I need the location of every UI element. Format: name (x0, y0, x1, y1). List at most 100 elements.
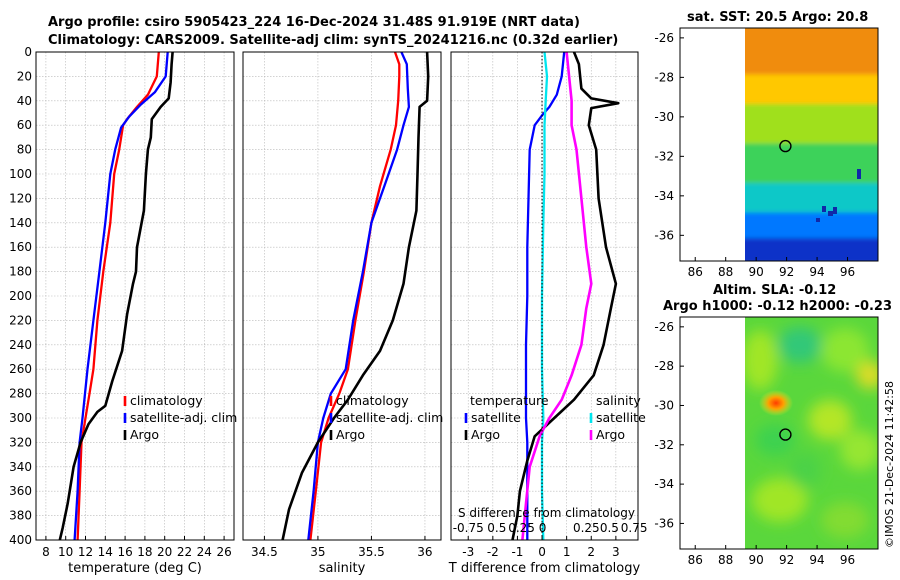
map-lat-tick-label: -32 (654, 149, 674, 163)
salinity-tick-label: 0.25 (573, 521, 600, 535)
depth-tick-label: 20 (17, 69, 32, 83)
depth-tick-label: 320 (9, 435, 32, 449)
temp-axes-frame (35, 51, 235, 541)
map-lat-tick-label: -28 (654, 70, 674, 84)
sal-gridlines (243, 51, 441, 541)
map-lat-tick-label: -30 (654, 110, 674, 124)
argo-position-marker (779, 139, 792, 153)
x-tick-label: 35.5 (358, 545, 385, 559)
difference-legend: temperature salinity satellite Argo satellit… (464, 393, 646, 442)
x-tick-label: 0 (538, 545, 546, 559)
temperature-legend: climatology satellite-adj. clim Argo (123, 393, 237, 442)
map-lon-tick-label: 90 (749, 553, 764, 567)
legend-label: satellite (471, 410, 521, 425)
salinity-tick-label: 0.25 0 (508, 521, 546, 535)
temp-gridlines (36, 51, 234, 541)
map-lon-tick-label: 88 (718, 265, 733, 279)
x-tick-label: 35 (310, 545, 325, 559)
imos-timestamp: ©IMOS 21-Dec-2024 11:42:58 (883, 381, 896, 548)
sal-axes-frame (242, 51, 442, 541)
sst-map: 86 88 90 92 94 96 -26 -28 -30 -32 -34 -36 (654, 27, 879, 279)
sla-map-field (680, 317, 878, 549)
x-tick-label: -1 (511, 545, 523, 559)
depth-tick-label: 100 (9, 167, 32, 181)
legend-label: climatology (336, 393, 409, 408)
sst-color-band (740, 28, 878, 81)
figure-title-line2: Climatology: CARS2009. Satellite-adj cli… (48, 33, 619, 48)
map-lat-tick-label: -36 (654, 516, 674, 530)
salinity-tick-label: 0.75 (621, 521, 648, 535)
depth-tick-label: 340 (9, 460, 32, 474)
sla-map: 86 88 90 92 94 96 -26 -28 -30 -32 -34 -36 (654, 316, 879, 567)
depth-tick-label: 200 (9, 289, 32, 303)
x-tick-label: 34.5 (251, 545, 278, 559)
sal-series (281, 52, 430, 540)
sst-map-frame (679, 27, 879, 262)
sst-color-band (740, 143, 878, 189)
series-line-argo (58, 52, 174, 540)
x-tick-label: 22 (177, 545, 192, 559)
map-lon-tick-label: 94 (809, 265, 824, 279)
legend-label: climatology (130, 393, 203, 408)
map-lat-tick-label: -26 (654, 31, 674, 45)
sst-cloud-pixels (816, 169, 861, 222)
salinity-tick-label: 0.5 (487, 521, 506, 535)
series-line-climatology (76, 52, 160, 540)
salinity-tick-label: -0.75 (453, 521, 484, 535)
depth-tick-label: 160 (9, 240, 32, 254)
depth-tick-label: 60 (17, 118, 32, 132)
sst-map-title: sat. SST: 20.5 Argo: 20.8 (687, 10, 869, 25)
map-lon-tick-label: 96 (840, 265, 855, 279)
sal-x-axis-label: salinity (319, 561, 366, 576)
series-line-argo (281, 52, 430, 540)
x-tick-label: 12 (78, 545, 93, 559)
sst-color-band (740, 238, 878, 261)
depth-tick-label: 120 (9, 191, 32, 205)
x-tick-label: 8 (42, 545, 50, 559)
legend-label: satellite-adj. clim (336, 410, 443, 425)
x-tick-label: 3 (612, 545, 620, 559)
depth-tick-label: 300 (9, 411, 32, 425)
diff-x-axis-label: T difference from climatology (448, 561, 641, 576)
x-tick-label: 2 (587, 545, 595, 559)
map-lon-tick-label: 94 (809, 553, 824, 567)
diff-series (511, 52, 620, 540)
x-tick-label: 16 (117, 545, 132, 559)
x-tick-label: -2 (487, 545, 499, 559)
map-lat-tick-label: -34 (654, 477, 674, 491)
depth-tick-label: 0 (24, 45, 32, 59)
sla-land-mask (680, 317, 745, 549)
salinity-tick-label: 0.5 (600, 521, 619, 535)
diff-axes-frame (450, 51, 639, 541)
map-lat-tick-label: -36 (654, 228, 674, 242)
temp-x-axis-label: temperature (deg C) (68, 561, 202, 576)
figure-title-line1: Argo profile: csiro 5905423_224 16-Dec-2… (48, 15, 580, 30)
sla-high-anomaly (759, 390, 793, 416)
depth-tick-label: 400 (9, 533, 32, 547)
map-lat-tick-label: -26 (654, 320, 674, 334)
x-tick-label: 36 (417, 545, 432, 559)
series-line-s-satellite (540, 52, 549, 540)
map-lat-tick-label: -28 (654, 359, 674, 373)
sla-anomaly-blobs (742, 327, 878, 538)
salinity-profile-chart: 34.5 35 35.5 36 salinity climatology satellite… (242, 51, 443, 576)
series-line-s-argo (521, 52, 593, 540)
sla-map-title-line2: Argo h1000: -0.12 h2000: -0.23 (663, 299, 893, 314)
legend-label: Argo (471, 427, 500, 442)
x-tick-label: 20 (157, 545, 172, 559)
difference-profile-chart: -3 -2 -1 0 1 2 3 T difference from climatology S… (448, 51, 648, 576)
x-tick-label: 1 (563, 545, 571, 559)
depth-tick-label: 80 (17, 143, 32, 157)
legend-label: satellite-adj. clim (130, 410, 237, 425)
depth-tick-label: 280 (9, 387, 32, 401)
legend-label: Argo (130, 427, 159, 442)
x-tick-label: 14 (98, 545, 113, 559)
map-lon-tick-label: 86 (688, 553, 703, 567)
legend-label: satellite (596, 410, 646, 425)
depth-tick-label: 40 (17, 94, 32, 108)
legend-title-temperature: temperature (470, 393, 549, 408)
map-lon-tick-label: 90 (749, 265, 764, 279)
temp-series (58, 52, 174, 540)
depth-tick-label: 380 (9, 509, 32, 523)
